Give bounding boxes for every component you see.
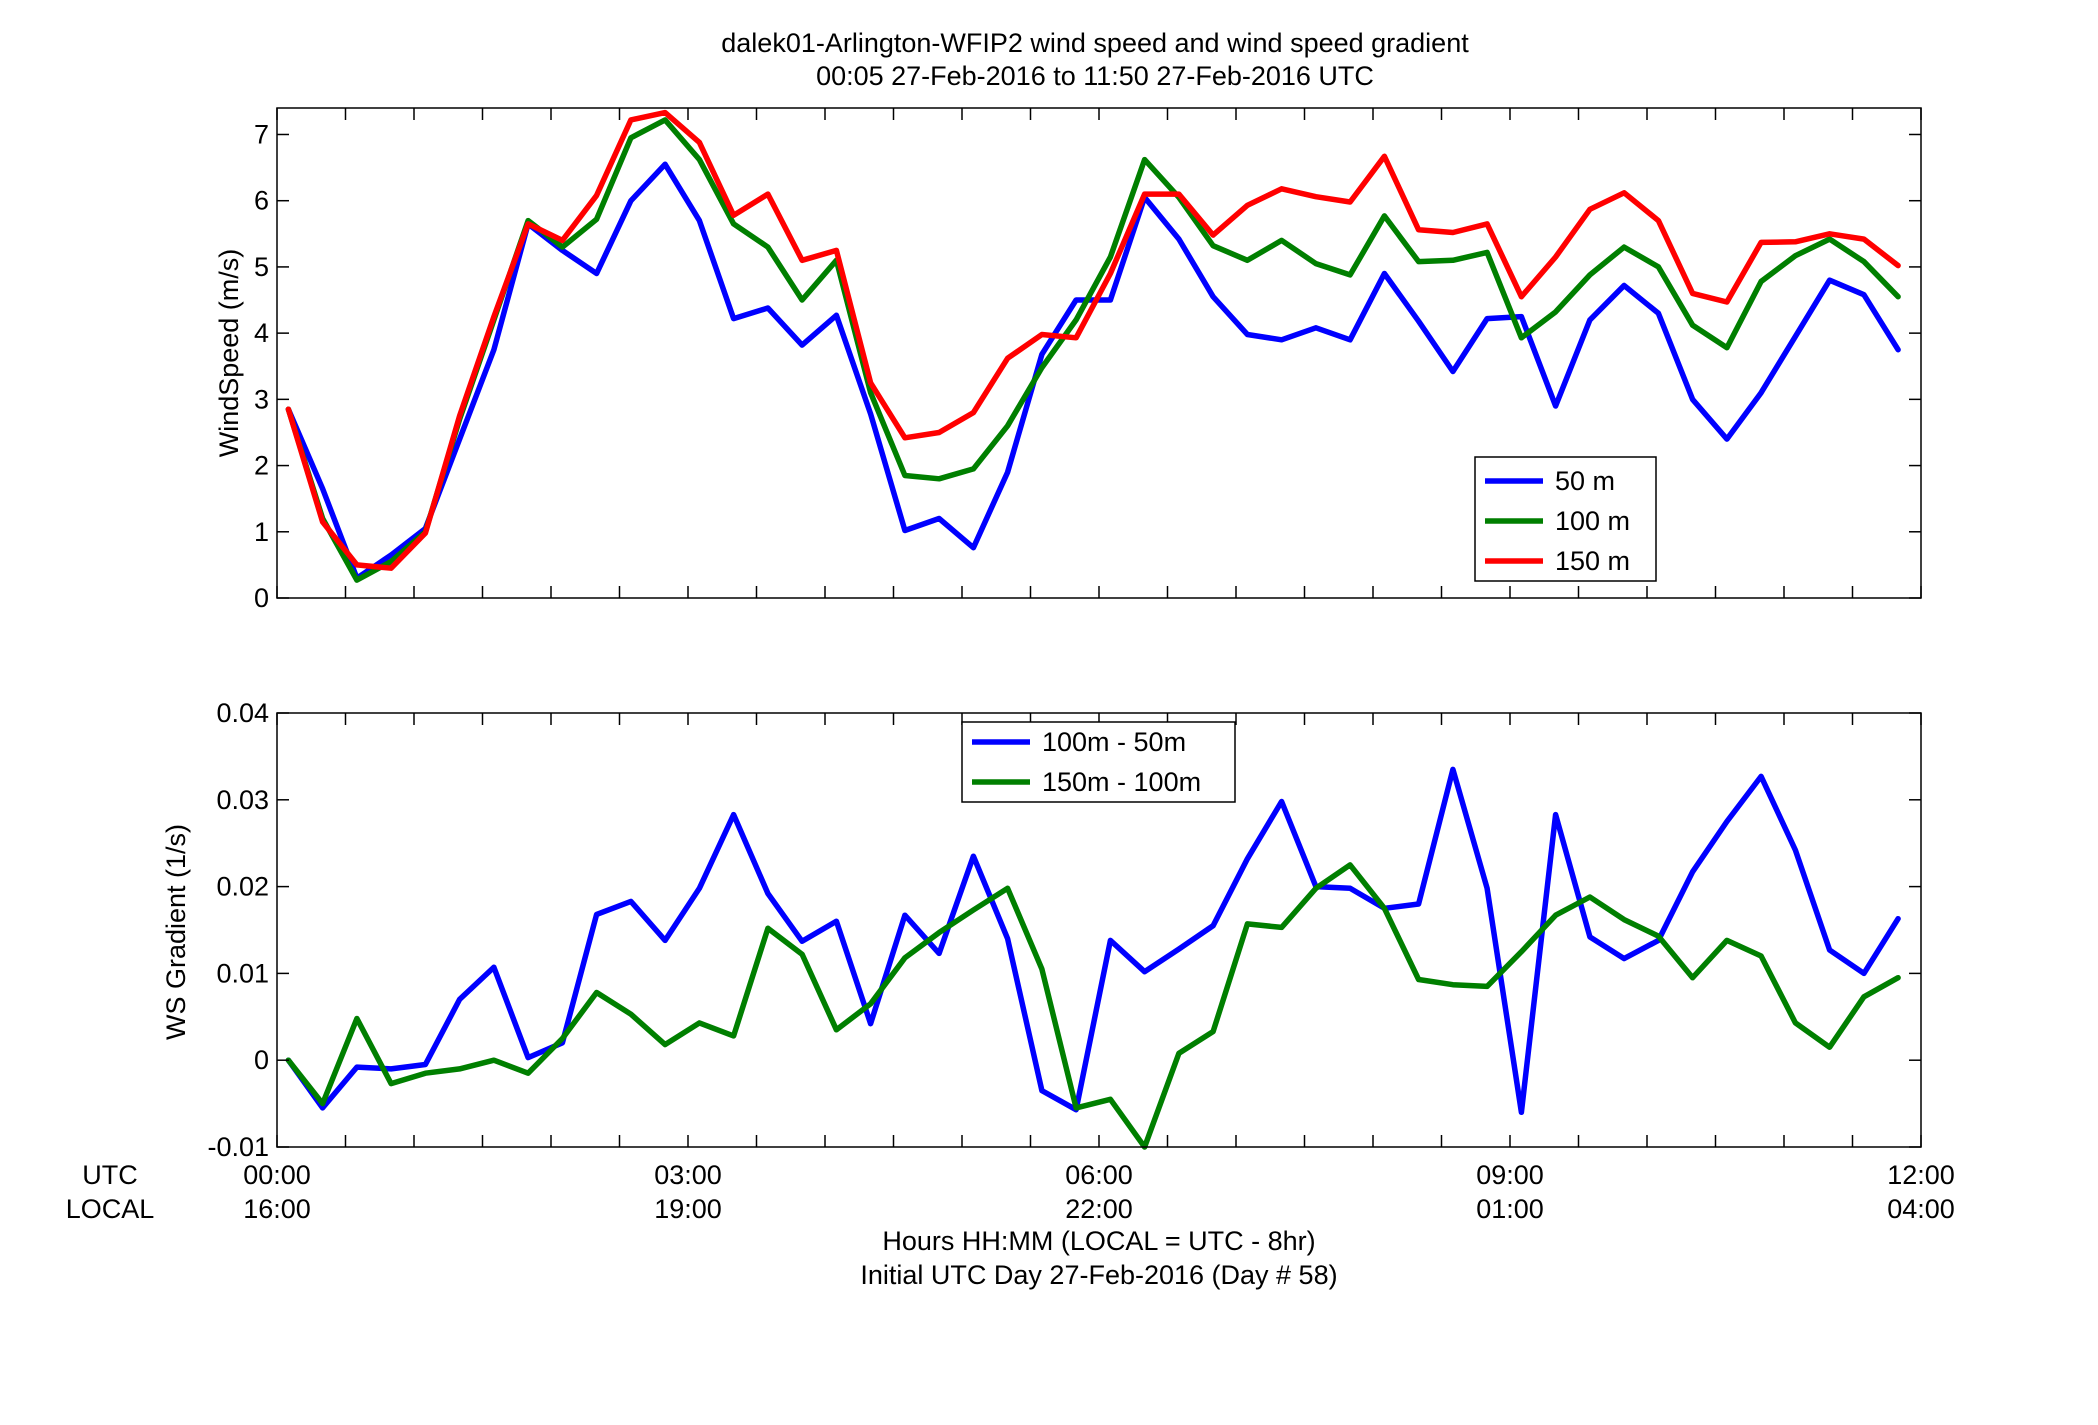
x-tick-label-utc: 03:00: [654, 1160, 722, 1190]
wind-speed-legend: 50 m 100 m 150 m: [1474, 456, 1657, 582]
x-tick-labels: 00:00 16:00 03:00 19:00 06:00 22:00 09:00 01:00…: [243, 1160, 1955, 1224]
wind-speed-plot-frame: [276, 107, 1922, 599]
ws-gradient-ylabel: WS Gradient (1/s): [161, 824, 191, 1040]
ws-gradient-series-group: [285, 766, 1901, 1150]
y-tick-label: 3: [254, 384, 269, 414]
x-tick-label-local: 19:00: [654, 1194, 722, 1224]
utc-row-label: UTC: [82, 1160, 138, 1190]
y-tick-label: 0.02: [216, 872, 269, 902]
x-tick-label-utc: 12:00: [1887, 1160, 1955, 1190]
y-tick-label: 4: [254, 318, 269, 348]
ws-gradient-plot-frame: [276, 712, 1922, 1148]
x-axis-title-line-1: Hours HH:MM (LOCAL = UTC - 8hr): [882, 1226, 1315, 1256]
y-tick-label: 0.01: [216, 958, 269, 988]
x-tick-label-local: 01:00: [1476, 1194, 1544, 1224]
legend-entry-label: 150 m: [1555, 546, 1630, 576]
legend-box: [961, 721, 1236, 803]
series-line-100m-50m: [285, 766, 1901, 1116]
legend-entry-label: 50 m: [1555, 466, 1615, 496]
series-line-150m-100m: [285, 862, 1901, 1150]
x-tick-label-local: 04:00: [1887, 1194, 1955, 1224]
local-row-label: LOCAL: [66, 1194, 155, 1224]
y-tick-label: 6: [254, 186, 269, 216]
y-tick-label: 0: [254, 1045, 269, 1075]
figure-title-line-2: 00:05 27-Feb-2016 to 11:50 27-Feb-2016 U…: [816, 61, 1374, 91]
x-tick-label-local: 16:00: [243, 1194, 311, 1224]
x-tick-label-utc: 06:00: [1065, 1160, 1133, 1190]
x-tick-label-utc: 09:00: [1476, 1160, 1544, 1190]
wind-speed-series-group: [285, 109, 1901, 583]
ws-gradient-axes: -0.01 0 0.01 0.02 0.03 0.04: [207, 698, 1922, 1162]
wind-speed-panel: 0 1 2 3 4 5 6 7 WindSpeed (m/s) 50 m 100 m 150 m: [214, 107, 1922, 613]
legend-entry-label: 100m - 50m: [1042, 727, 1186, 757]
wind-speed-ylabel: WindSpeed (m/s): [214, 249, 244, 458]
legend-entry-label: 150m - 100m: [1042, 767, 1201, 797]
y-tick-label: 5: [254, 252, 269, 282]
y-tick-label: -0.01: [207, 1132, 269, 1162]
y-tick-label: 1: [254, 517, 269, 547]
series-line-150m: [285, 109, 1901, 571]
wind-speed-axes: 0 1 2 3 4 5 6 7: [254, 108, 1922, 613]
x-tick-label-utc: 00:00: [243, 1160, 311, 1190]
y-tick-label: 0.04: [216, 698, 269, 728]
legend-entry-label: 100 m: [1555, 506, 1630, 536]
y-tick-label: 7: [254, 119, 269, 149]
series-line-100m: [285, 117, 1901, 583]
ws-gradient-legend: 100m - 50m 150m - 100m: [961, 721, 1236, 803]
y-tick-label: 2: [254, 451, 269, 481]
y-tick-label: 0.03: [216, 785, 269, 815]
figure-title-line-1: dalek01-Arlington-WFIP2 wind speed and w…: [721, 28, 1469, 58]
ws-gradient-panel: -0.01 0 0.01 0.02 0.03 0.04 WS Gradient (1/s)…: [161, 698, 1955, 1224]
x-tick-label-local: 22:00: [1065, 1194, 1133, 1224]
x-axis-title-line-2: Initial UTC Day 27-Feb-2016 (Day # 58): [860, 1260, 1337, 1290]
y-tick-label: 0: [254, 583, 269, 613]
